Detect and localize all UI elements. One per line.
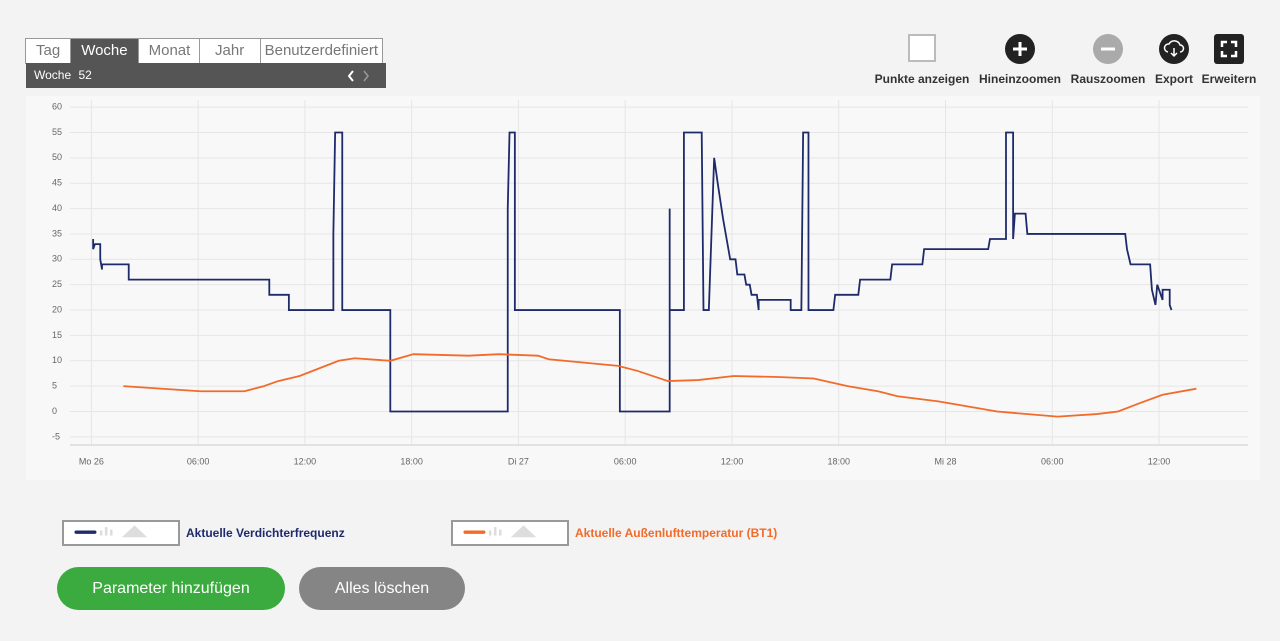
tool-zoom-out[interactable]: Rauszoomen [1068,34,1148,86]
x-tick-label: Mo 26 [79,456,104,466]
icon [1214,34,1244,64]
y-tick-label: 25 [52,279,62,289]
y-tick-label: 60 [52,101,62,111]
y-tick-label: -5 [52,431,60,441]
x-tick-label: 12:00 [294,456,317,466]
tab[interactable]: Tag [25,38,72,64]
y-tick-label: 55 [52,127,62,137]
icon [1159,34,1189,64]
checkbox[interactable] [908,34,936,62]
tool-points[interactable]: Punkte anzeigen [872,34,972,86]
tool-label: Hineinzoomen [978,72,1061,86]
legend-label: Aktuelle Verdichterfrequenz [186,526,345,540]
y-tick-label: 0 [52,406,57,416]
period-bar: Woche 52 [26,63,386,88]
y-tick-label: 15 [52,330,62,340]
y-tick-label: 20 [52,304,62,314]
tool-label: Punkte anzeigen [874,72,970,86]
icon [1093,34,1123,64]
add-parameter-button[interactable]: Parameter hinzufügen [57,567,285,610]
legend-swatch [451,520,569,546]
chart-panel [26,96,1260,480]
x-tick-label: Mi 28 [934,456,956,466]
range-tabs: Tag Woche Monat Jahr Benutzerdefiniert [25,38,384,64]
x-tick-label: Di 27 [508,456,529,466]
y-tick-label: 45 [52,178,62,188]
tool-zoom-in[interactable]: Hineinzoomen [976,34,1064,86]
x-tick-label: 06:00 [1041,456,1064,466]
clear-all-button[interactable]: Alles löschen [299,567,465,610]
tool-export[interactable]: Export [1152,34,1196,86]
tab[interactable]: Benutzerdefiniert [259,38,384,64]
x-tick-label: 06:00 [614,456,637,466]
tool-label: Export [1154,72,1193,86]
tab[interactable]: Monat [137,38,200,64]
legend-swatch [62,520,180,546]
y-tick-label: 10 [52,355,62,365]
x-tick-label: 18:00 [827,456,850,466]
period-nav[interactable] [346,69,376,83]
legend-item[interactable]: Aktuelle Außenlufttemperatur (BT1) [451,520,777,546]
x-tick-label: 12:00 [721,456,744,466]
y-tick-label: 40 [52,203,62,213]
x-tick-label: 06:00 [187,456,210,466]
x-tick-label: 18:00 [400,456,423,466]
series-line [123,353,1197,418]
y-tick-label: 35 [52,228,62,238]
period-label: Woche [34,68,72,82]
legend-label: Aktuelle Außenlufttemperatur (BT1) [575,526,778,540]
icon [1005,34,1035,64]
series-line [92,131,1173,413]
chart: -5 0 5 10 15 20 25 30 35 40 45 50 55 60 Mo 26 06:00 12:0… [26,96,1260,480]
period-value: 52 [78,68,92,82]
legend-item[interactable]: Aktuelle Verdichterfrequenz [62,520,345,546]
tool-label: Rauszoomen [1070,72,1146,86]
tool-label: Erweitern [1201,72,1257,86]
y-tick-label: 5 [52,381,57,391]
y-tick-label: 30 [52,254,62,264]
tool-expand[interactable]: Erweitern [1200,34,1258,86]
y-tick-label: 50 [52,152,62,162]
x-tick-label: 12:00 [1148,456,1171,466]
